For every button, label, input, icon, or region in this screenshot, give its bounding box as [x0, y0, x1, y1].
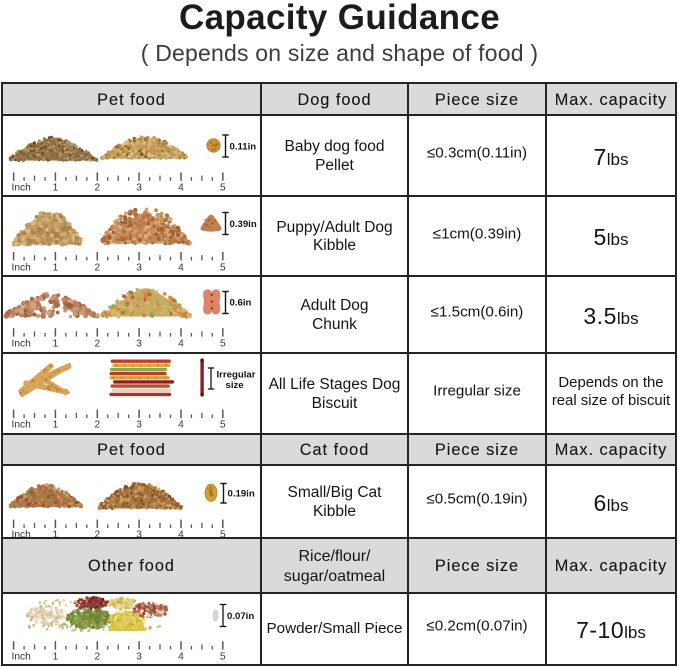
svg-text:4: 4 [178, 651, 184, 662]
svg-text:1: 1 [53, 263, 59, 274]
svg-text:3: 3 [136, 420, 142, 431]
svg-text:5: 5 [220, 530, 226, 538]
svg-text:4: 4 [178, 420, 184, 431]
svg-text:2: 2 [94, 263, 100, 274]
svg-text:3: 3 [136, 651, 142, 662]
svg-text:1: 1 [53, 183, 59, 194]
svg-text:1: 1 [53, 420, 59, 431]
svg-text:3: 3 [136, 263, 142, 274]
svg-text:0.19in: 0.19in [228, 488, 255, 499]
svg-text:4: 4 [178, 339, 184, 350]
svg-text:3: 3 [136, 183, 142, 194]
svg-text:5: 5 [220, 263, 226, 274]
svg-text:3: 3 [136, 339, 142, 350]
svg-text:0.39in: 0.39in [230, 219, 257, 230]
svg-text:1: 1 [53, 530, 59, 538]
svg-text:2: 2 [94, 183, 100, 194]
svg-text:1: 1 [53, 339, 59, 350]
svg-text:2: 2 [94, 530, 100, 538]
svg-text:Inch: Inch [12, 263, 31, 274]
svg-text:0.11in: 0.11in [230, 142, 257, 153]
svg-text:2: 2 [94, 339, 100, 350]
svg-text:5: 5 [220, 339, 226, 350]
svg-text:Irregular: Irregular [217, 370, 256, 381]
svg-text:Inch: Inch [12, 420, 31, 431]
svg-text:4: 4 [178, 183, 184, 194]
svg-text:2: 2 [94, 651, 100, 662]
svg-text:3: 3 [136, 530, 142, 538]
svg-text:2: 2 [94, 420, 100, 431]
svg-text:4: 4 [178, 263, 184, 274]
svg-text:1: 1 [53, 651, 59, 662]
svg-text:Inch: Inch [12, 651, 31, 662]
svg-text:size: size [226, 380, 244, 391]
svg-text:0.07in: 0.07in [227, 611, 254, 622]
svg-text:Inch: Inch [12, 530, 31, 538]
svg-text:5: 5 [220, 651, 226, 662]
svg-text:5: 5 [220, 183, 226, 194]
svg-text:Inch: Inch [12, 339, 31, 350]
svg-text:4: 4 [178, 530, 184, 538]
svg-text:Inch: Inch [12, 183, 31, 194]
svg-text:5: 5 [220, 420, 226, 431]
svg-text:0.6in: 0.6in [230, 298, 252, 309]
